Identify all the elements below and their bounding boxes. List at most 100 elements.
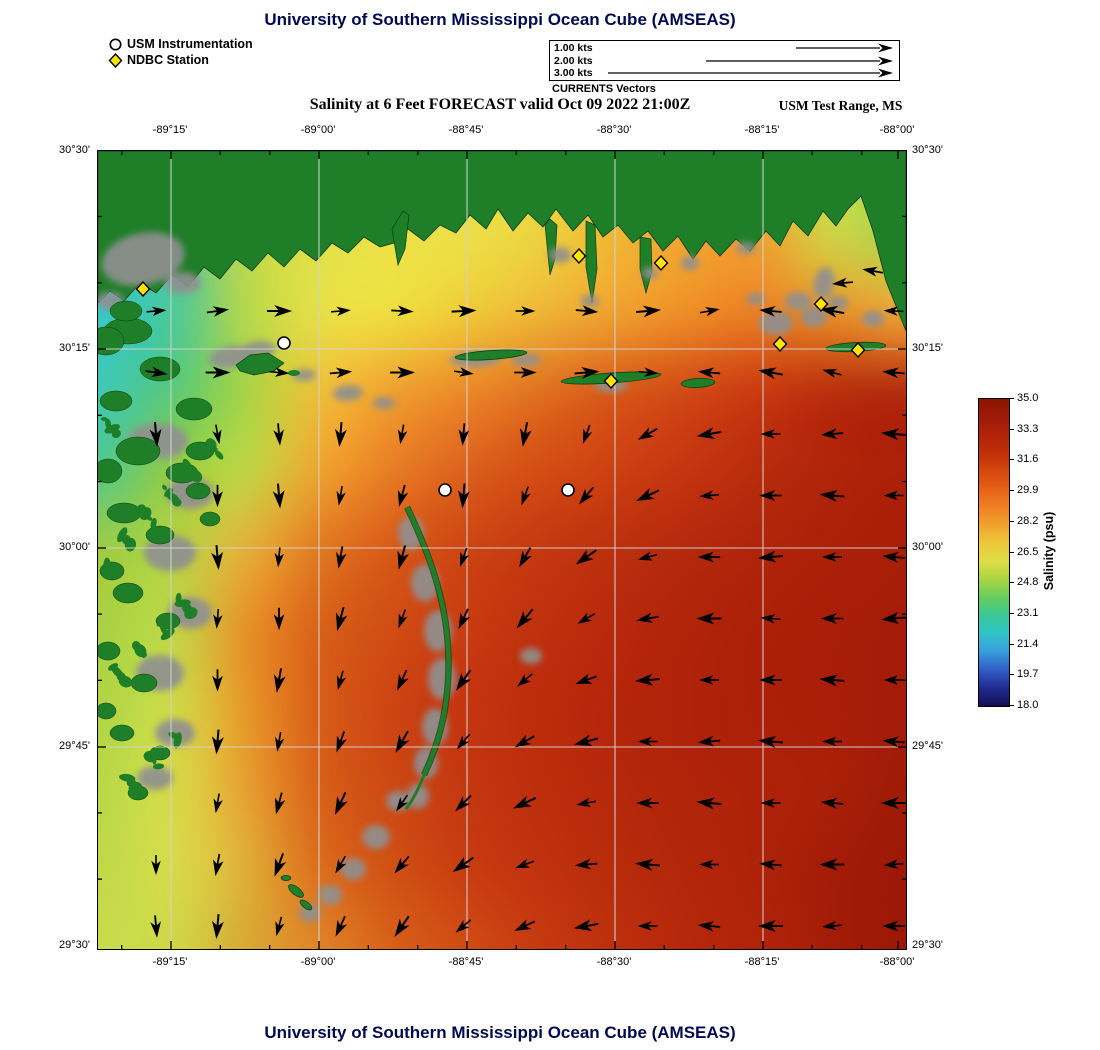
colorbar-tickmark <box>1009 428 1014 430</box>
map-plot-area <box>97 150 907 950</box>
current-arrow <box>391 305 414 317</box>
current-arrow <box>697 735 721 747</box>
x-tick-label: -88°15' <box>744 956 780 968</box>
currents-scale-arrow <box>706 56 893 65</box>
colorbar-label: Salinity (psu) <box>1042 511 1056 591</box>
colorbar-tick-label: 33.3 <box>1017 422 1039 435</box>
x-tick-label: -88°45' <box>448 124 484 136</box>
current-arrow <box>636 797 659 809</box>
current-arrow <box>699 859 720 870</box>
y-tick-label: 29°45' <box>59 740 90 752</box>
current-arrow <box>211 729 224 755</box>
current-arrow <box>335 546 347 569</box>
usm-circle-icon <box>109 38 122 50</box>
current-arrow <box>273 607 285 631</box>
current-arrow <box>515 858 535 869</box>
colorbar-tickmark <box>1009 398 1014 399</box>
current-arrow <box>759 490 782 501</box>
y-tick-label: 30°15' <box>912 342 943 354</box>
colorbar-tickmark <box>1009 643 1014 645</box>
current-arrow <box>832 277 854 288</box>
current-arrow <box>882 920 905 932</box>
usm-legend-label: USM Instrumentation <box>127 37 253 51</box>
ndbc-legend-row: NDBC Station <box>108 52 253 68</box>
colorbar-tickmark <box>1009 459 1014 461</box>
x-tick-label: -89°15' <box>152 956 188 968</box>
x-tick-label: -89°15' <box>152 124 188 136</box>
current-arrow <box>395 730 410 753</box>
colorbar-tick-label: 23.1 <box>1017 606 1039 619</box>
current-arrow <box>206 306 230 317</box>
current-arrow <box>882 552 905 563</box>
current-arrow <box>514 734 535 748</box>
axis-ticks <box>98 151 906 949</box>
current-arrow <box>819 858 845 871</box>
current-arrow <box>267 305 293 317</box>
region-label: USM Test Range, MS <box>778 98 903 113</box>
current-arrow <box>757 735 783 748</box>
current-arrow <box>638 367 659 377</box>
current-arrow <box>396 794 409 812</box>
currents-scale-row: 1.00 kts <box>550 42 899 54</box>
ndbc-station-marker <box>653 254 669 272</box>
colorbar-tickmark <box>1009 551 1014 553</box>
station-markers <box>135 247 866 497</box>
current-arrow <box>883 859 904 869</box>
current-arrow <box>820 798 844 809</box>
current-arrow <box>573 919 599 932</box>
x-tick-label: -88°00' <box>879 124 915 136</box>
ndbc-diamond-icon <box>108 52 123 68</box>
graticule-grid <box>98 151 906 949</box>
current-arrow <box>458 608 471 630</box>
current-arrow <box>697 921 721 932</box>
colorbar-tick-label: 18.0 <box>1017 699 1039 711</box>
y-tick-label: 30°00' <box>912 541 943 553</box>
current-arrow <box>213 608 223 629</box>
current-arrow <box>521 486 531 506</box>
current-arrow <box>397 484 409 507</box>
current-arrow <box>822 552 843 562</box>
current-arrow <box>820 613 844 624</box>
y-tick-label: 30°30' <box>59 144 90 156</box>
current-arrow <box>149 422 162 448</box>
forecast-subtitle: Salinity at 6 Feet FORECAST valid Oct 09… <box>309 96 691 113</box>
current-arrow <box>212 853 224 877</box>
current-arrow <box>334 422 347 448</box>
current-arrow <box>822 736 843 747</box>
current-arrow <box>819 489 845 502</box>
current-arrow <box>146 306 167 317</box>
current-arrow <box>882 367 905 379</box>
y-tick-label: 29°30' <box>912 939 943 951</box>
current-arrow <box>880 612 906 625</box>
current-arrow <box>757 550 783 563</box>
current-arrow <box>758 367 783 380</box>
current-arrow <box>334 791 348 815</box>
current-arrow <box>819 305 845 318</box>
current-arrow <box>883 490 904 501</box>
map-overlay <box>98 151 906 949</box>
current-arrow <box>862 266 883 277</box>
colorbar <box>978 398 1010 707</box>
current-arrow <box>883 306 904 316</box>
current-arrow <box>397 545 409 570</box>
current-arrow <box>459 547 470 567</box>
current-arrow <box>336 731 347 753</box>
ndbc-station-marker <box>850 341 866 359</box>
current-arrow <box>273 668 286 693</box>
x-tick-label: -88°30' <box>596 956 632 968</box>
current-arrow <box>330 306 351 317</box>
y-tick-label: 29°30' <box>59 939 90 951</box>
currents-scale-row: 2.00 kts <box>550 55 899 67</box>
marsh-islands <box>98 300 224 801</box>
salinity-field-canvas <box>98 151 906 949</box>
current-arrow <box>516 608 534 629</box>
current-arrow <box>275 916 285 937</box>
colorbar-tickmark <box>1009 674 1014 676</box>
current-arrow <box>760 798 781 808</box>
current-arrow <box>822 920 843 931</box>
current-arrow <box>145 366 168 378</box>
barrier-islands <box>235 341 887 911</box>
current-arrow <box>453 367 474 377</box>
colorbar-tickmark <box>1009 490 1014 492</box>
current-arrow <box>269 367 290 377</box>
